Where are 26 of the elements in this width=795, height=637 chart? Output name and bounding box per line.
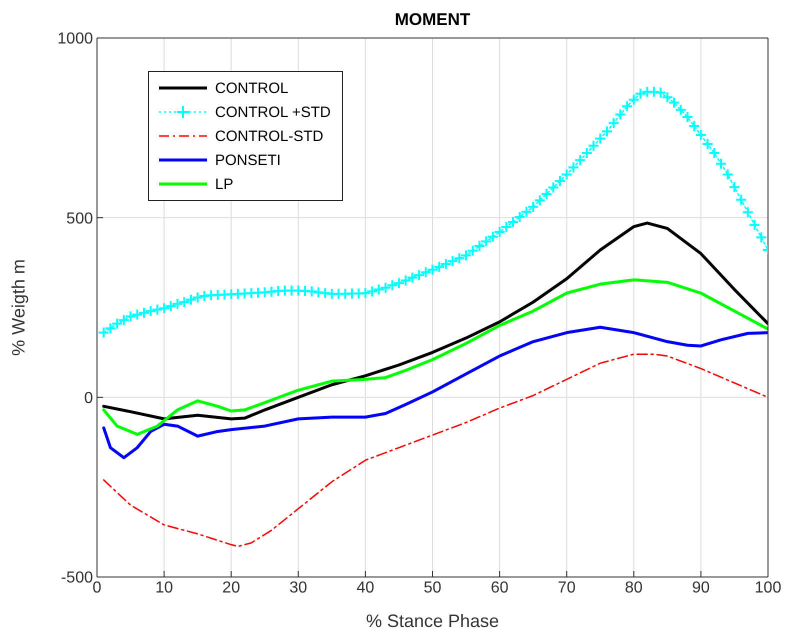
chart-title: MOMENT	[394, 9, 472, 31]
x-tick-label: 30	[289, 579, 308, 596]
line-series	[102, 278, 768, 436]
x-tick-label: 60	[490, 579, 509, 596]
legend-label: CONTROL	[215, 80, 288, 96]
legend-label: CONTROL-STD	[215, 128, 324, 144]
legend-label: PONSETI	[215, 152, 281, 168]
y-tick-label: 500	[66, 210, 94, 228]
y-tick-label: 1000	[57, 30, 94, 48]
x-tick-label: 70	[558, 579, 576, 596]
y-axis-title: % Weigth m	[8, 259, 28, 356]
x-tick-label: 90	[692, 579, 710, 596]
line-series	[102, 326, 768, 460]
legend-label: LP	[215, 176, 234, 192]
y-tick-label: 0	[84, 390, 94, 408]
legend-label: CONTROL +STD	[215, 104, 331, 120]
y-tick-label: -500	[60, 570, 94, 587]
x-tick-label: 20	[222, 579, 240, 596]
x-axis-title: % Stance Phase	[366, 611, 500, 631]
line-series	[102, 222, 768, 420]
x-tick-label: 10	[155, 579, 174, 596]
x-tick-label: 100	[754, 579, 782, 596]
x-tick-label: 50	[424, 579, 442, 596]
x-tick-label: 40	[356, 579, 374, 596]
line-series	[102, 353, 768, 548]
x-tick-label: 80	[624, 579, 643, 596]
